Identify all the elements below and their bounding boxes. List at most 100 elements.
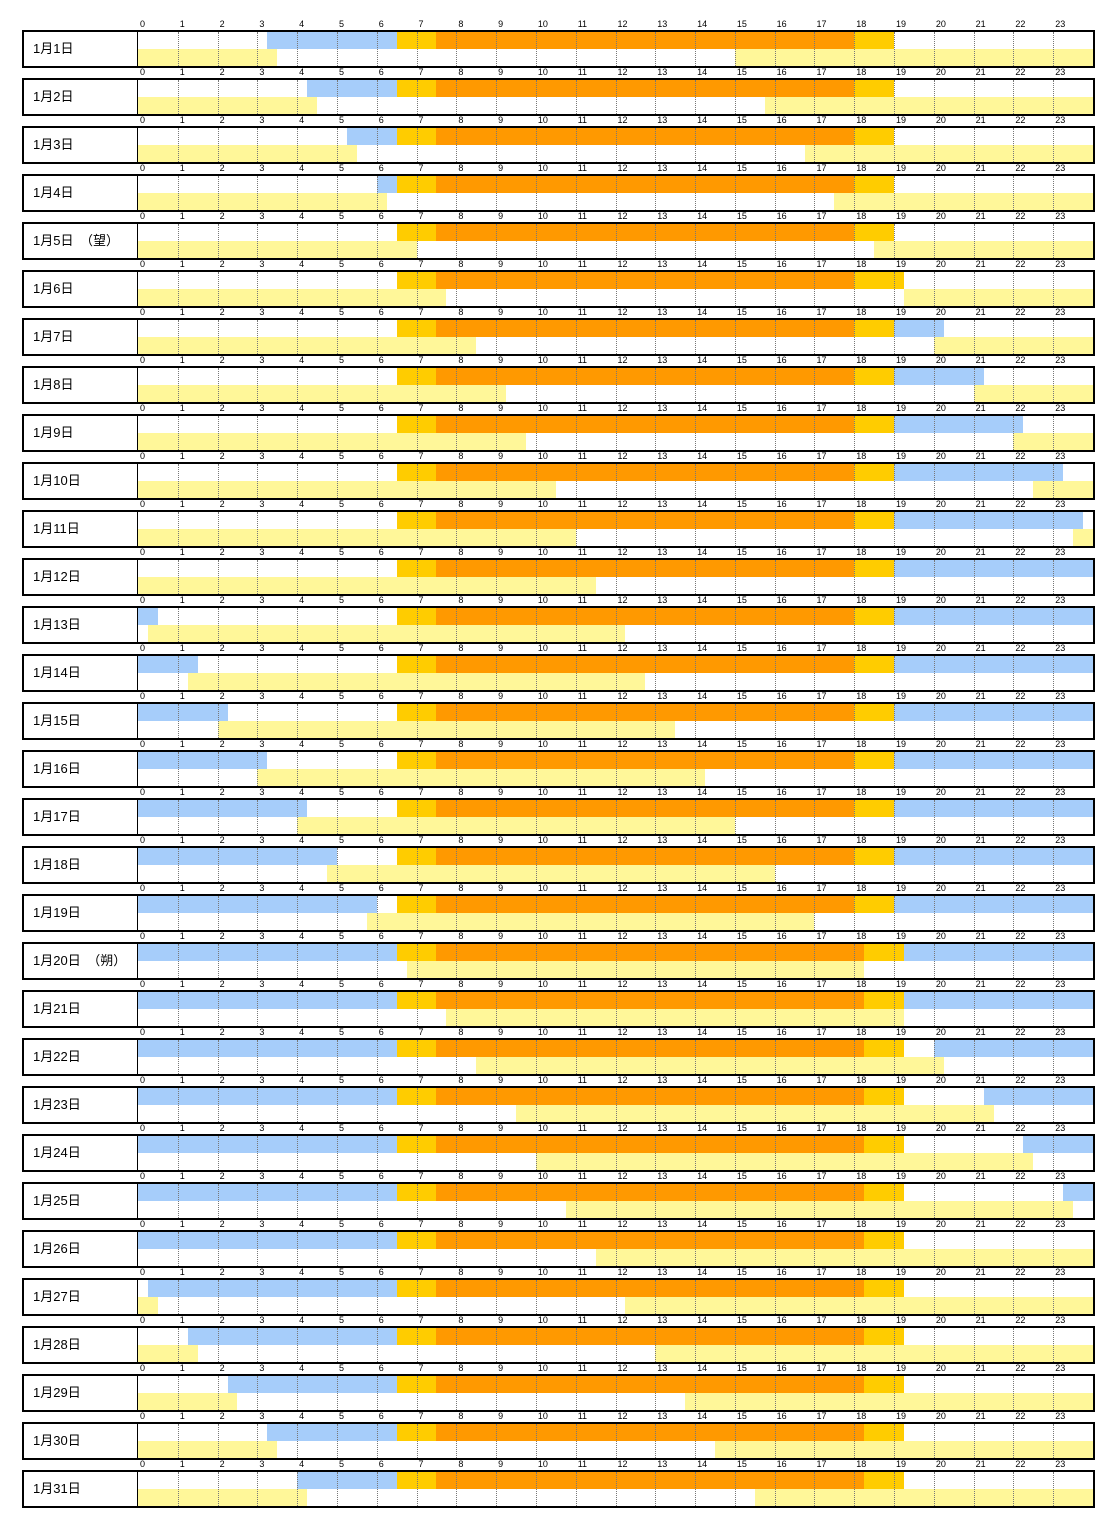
hour-gridline xyxy=(376,1136,378,1170)
hour-gridline xyxy=(774,1088,776,1122)
hour-tick-label: 10 xyxy=(537,1075,548,1085)
hour-tick-label: 21 xyxy=(975,595,986,605)
hour-tick-label: 17 xyxy=(816,691,827,701)
hour-gridline xyxy=(615,1040,617,1074)
hour-tick-label: 11 xyxy=(577,739,588,749)
top-twilight-segment xyxy=(854,320,895,337)
hour-tick-label: 17 xyxy=(816,1123,827,1133)
bottom-moonlight-segment xyxy=(1073,529,1093,546)
hour-gridline xyxy=(734,608,736,642)
hour-tick-label: 5 xyxy=(338,1363,344,1373)
hour-tick-label: 7 xyxy=(418,1459,424,1469)
hour-tick-label: 15 xyxy=(736,67,747,77)
top-moon-segment xyxy=(307,80,397,97)
hour-tick-label: 20 xyxy=(935,643,946,653)
hour-tick-label: 6 xyxy=(378,787,384,797)
hour-tick-label: 15 xyxy=(736,1459,747,1469)
hour-gridline xyxy=(814,512,816,546)
top-moon-segment xyxy=(138,1232,397,1249)
hour-tick-label: 14 xyxy=(697,259,708,269)
hour-gridline xyxy=(257,848,259,882)
hour-gridline xyxy=(615,32,617,66)
hour-tick-label: 23 xyxy=(1055,19,1066,29)
hour-tick-label: 6 xyxy=(378,1411,384,1421)
hour-gridline xyxy=(655,752,657,786)
top-day-segment xyxy=(436,320,855,337)
hour-gridline xyxy=(615,1328,617,1362)
top-moon-segment xyxy=(138,608,158,625)
hour-tick-label: 17 xyxy=(816,355,827,365)
hour-gridline xyxy=(854,1328,856,1362)
hour-gridline xyxy=(575,1328,577,1362)
hour-tick-label: 8 xyxy=(458,259,464,269)
hour-gridline xyxy=(774,656,776,690)
hour-tick-label: 1 xyxy=(179,67,185,77)
hour-tick-label: 17 xyxy=(816,259,827,269)
day-row: 1月29日 xyxy=(22,1374,1095,1412)
hour-tick-label: 20 xyxy=(935,1171,946,1181)
hour-tick-label: 11 xyxy=(577,211,588,221)
day-label: 1月13日 xyxy=(24,608,138,642)
top-moon-segment xyxy=(903,992,1093,1009)
hour-tick-label: 18 xyxy=(856,67,867,77)
hour-gridline xyxy=(217,704,219,738)
hour-gridline xyxy=(774,272,776,306)
hour-tick-label: 20 xyxy=(935,211,946,221)
hour-gridline xyxy=(535,1472,537,1506)
hour-gridline xyxy=(933,368,935,402)
hour-tick-label: 6 xyxy=(378,451,384,461)
hour-gridline xyxy=(217,1184,219,1218)
hour-gridline xyxy=(376,656,378,690)
hour-tick-label: 9 xyxy=(498,1363,504,1373)
hour-gridline xyxy=(496,464,498,498)
hour-tick-label: 15 xyxy=(736,1075,747,1085)
hour-gridline xyxy=(456,416,458,450)
hour-gridline xyxy=(257,80,259,114)
hour-tick-label: 8 xyxy=(458,1267,464,1277)
hour-tick-label: 14 xyxy=(697,931,708,941)
hour-gridline xyxy=(177,1040,179,1074)
hour-gridline xyxy=(615,512,617,546)
hour-tick-label: 23 xyxy=(1055,499,1066,509)
hour-gridline xyxy=(894,560,896,594)
hour-gridline xyxy=(973,992,975,1026)
hour-gridline xyxy=(615,1136,617,1170)
hour-tick-label: 7 xyxy=(418,115,424,125)
top-day-segment xyxy=(436,944,865,961)
hour-tick-label: 13 xyxy=(657,1219,668,1229)
hour-gridline xyxy=(496,560,498,594)
hour-tick-label: 6 xyxy=(378,979,384,989)
top-day-segment xyxy=(436,1472,865,1489)
hour-tick-label: 7 xyxy=(418,1171,424,1181)
hour-gridline xyxy=(297,1280,299,1314)
hour-tick-label: 19 xyxy=(896,163,907,173)
hour-tick-label: 13 xyxy=(657,163,668,173)
hour-tick-label: 20 xyxy=(935,19,946,29)
hour-gridline xyxy=(894,1472,896,1506)
hour-tick-label: 14 xyxy=(697,643,708,653)
day-label: 1月1日 xyxy=(24,32,138,66)
hour-gridline xyxy=(695,752,697,786)
hour-gridline xyxy=(177,992,179,1026)
hour-gridline xyxy=(973,416,975,450)
hour-tick-label: 0 xyxy=(140,1411,146,1421)
hour-gridline xyxy=(535,1232,537,1266)
day-label: 1月20日 （朔） xyxy=(24,944,138,978)
hour-tick-label: 20 xyxy=(935,451,946,461)
hour-tick-label: 19 xyxy=(896,307,907,317)
hour-gridline xyxy=(456,80,458,114)
hour-gridline xyxy=(933,128,935,162)
hour-gridline xyxy=(894,1280,896,1314)
hour-tick-label: 13 xyxy=(657,307,668,317)
hour-tick-label: 3 xyxy=(259,115,265,125)
hour-gridline xyxy=(1013,128,1015,162)
hour-gridline xyxy=(456,608,458,642)
hour-gridline xyxy=(456,512,458,546)
hour-tick-label: 9 xyxy=(498,1123,504,1133)
hour-gridline xyxy=(814,272,816,306)
top-moon-segment xyxy=(1023,1136,1093,1153)
hour-tick-label: 7 xyxy=(418,1219,424,1229)
top-day-segment xyxy=(436,1184,865,1201)
hour-gridline xyxy=(257,1040,259,1074)
hour-tick-label: 19 xyxy=(896,883,907,893)
